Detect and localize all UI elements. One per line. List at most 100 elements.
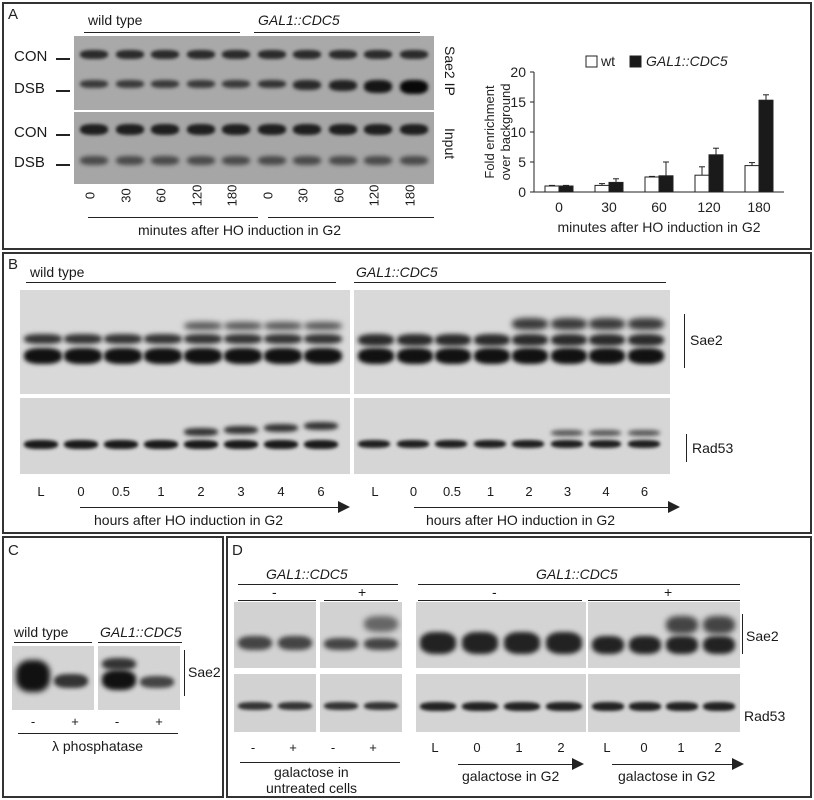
y-tick-label: 0 — [518, 184, 526, 200]
sae2-label: Sae2 — [746, 628, 779, 644]
sae2-shift-band — [512, 318, 548, 330]
wild-type-header: wild type — [30, 264, 85, 280]
dsb-input-band — [293, 156, 321, 165]
rad53-blot-left — [20, 398, 350, 474]
rad53-shift-band — [184, 428, 218, 436]
sae2-band — [224, 348, 262, 364]
a-lane-label: 120 — [366, 184, 382, 207]
input-blot — [74, 112, 434, 184]
sae2-label: Sae2 — [188, 664, 221, 680]
d-mid-lane-label: L — [431, 740, 439, 755]
plus-1-underline — [324, 600, 398, 601]
d-sae2-blot-4 — [588, 602, 740, 668]
sae2-band-upper — [64, 334, 102, 344]
sae2-ip-blot — [74, 36, 434, 110]
minus-2-underline — [418, 600, 582, 601]
con-band — [293, 50, 321, 59]
c-lane-label: + — [155, 714, 163, 729]
b-right-lane-label: 0 — [409, 484, 418, 499]
bar-gal1 — [658, 175, 674, 193]
gal1-underline — [354, 282, 666, 283]
b-left-lane-label: 4 — [277, 484, 285, 499]
dsb-input-band — [151, 156, 179, 165]
d-right-lane-label: 1 — [677, 740, 685, 755]
rad53-shift-band — [627, 430, 660, 436]
sae2-band-upper — [224, 334, 262, 344]
con-input-band — [364, 124, 392, 135]
x-tick-label: 120 — [697, 199, 721, 215]
b-left-lane-label: 6 — [317, 484, 325, 499]
sae2-band-upper — [24, 334, 62, 344]
dsb-band — [186, 80, 215, 88]
rad53-band — [592, 702, 624, 711]
sae2-band — [364, 638, 398, 650]
a-lane-label: 60 — [331, 188, 346, 203]
con-input-tick — [56, 134, 70, 136]
b-right-lane-label: 0.5 — [442, 484, 462, 499]
sae2-band — [629, 636, 661, 654]
rad53-band — [184, 440, 218, 449]
panel-b: B wild type GAL1::CDC5 Sae2 Rad53 L 0 0.5 1… — [2, 252, 812, 534]
sae2-band-upper — [550, 334, 587, 346]
sae2-shift-band — [184, 322, 222, 330]
sae2-band-upper — [304, 334, 342, 344]
sae2-band — [627, 348, 664, 364]
d-caption-left-2: untreated cells — [266, 780, 358, 796]
sae2-band — [435, 348, 471, 364]
con-band — [186, 50, 215, 59]
rad53-band — [64, 440, 98, 449]
b-right-lane-label: 6 — [640, 484, 649, 499]
d-mid-lane-label: 1 — [515, 740, 523, 755]
con-input-band — [80, 124, 108, 135]
a-lane-label: 60 — [153, 188, 169, 203]
rad53-band — [666, 702, 698, 711]
rad53-band — [304, 440, 338, 449]
panel-label: D — [232, 542, 243, 559]
sae2-band — [16, 660, 50, 692]
sae2-label: Sae2 — [690, 332, 723, 348]
sae2-blot-left — [20, 290, 350, 394]
rad53-band — [324, 702, 358, 710]
sae2-shift-band — [589, 318, 625, 330]
sae2-shift-band — [224, 322, 262, 330]
x-tick-label: 0 — [555, 199, 563, 215]
con-input-band — [151, 124, 179, 135]
dsb-band — [293, 80, 321, 90]
sae2-band-upper — [358, 334, 394, 346]
rad53-band — [24, 440, 58, 449]
arrowhead-mid — [572, 758, 584, 770]
con-input-band — [186, 124, 215, 135]
c-blot-right — [98, 646, 180, 710]
sae2-band — [24, 348, 62, 364]
con-band — [399, 50, 428, 59]
rad53-band — [396, 440, 429, 448]
b-right-lane-label: 1 — [486, 484, 495, 499]
a-lane-label: 180 — [402, 184, 417, 207]
dsb-input-band — [115, 156, 144, 165]
time-arrow-left — [80, 507, 340, 508]
b-right-lane-label: L — [371, 484, 379, 499]
con-input-band — [399, 124, 428, 135]
arrowhead-right — [668, 501, 680, 513]
d-left-lane-label: + — [289, 740, 297, 755]
legend-label-gal1: GAL1::CDC5 — [646, 53, 728, 69]
con-band — [151, 50, 179, 59]
d-rad53-blot-3 — [416, 674, 586, 732]
sae2-band — [420, 632, 456, 654]
plus-label-1: + — [358, 584, 367, 600]
dsb-input-band — [399, 156, 428, 165]
con-tick — [56, 58, 70, 60]
dsb-input-tick — [56, 164, 70, 166]
sae2-blot-right — [354, 290, 670, 394]
wild-type-underline — [14, 642, 92, 643]
sae2-band — [102, 670, 136, 690]
legend-swatch-wt — [585, 55, 598, 68]
wt-lane-bracket — [88, 217, 258, 218]
con-band — [222, 50, 250, 59]
panel-label: B — [8, 256, 19, 273]
sae2-shift-band — [102, 658, 136, 670]
con-input-band — [222, 124, 250, 135]
sae2-band-upper — [184, 334, 222, 344]
rad53-band — [278, 702, 312, 710]
sae2-band-upper — [396, 334, 433, 346]
